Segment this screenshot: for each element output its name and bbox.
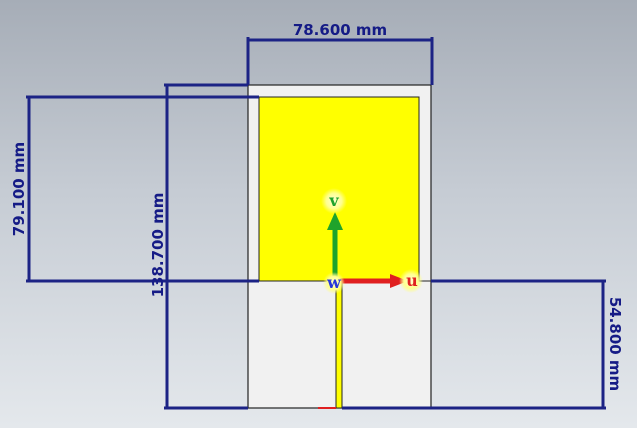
dimension-board-height-label: 138.700 mm [149, 193, 167, 298]
dimension-ground-height-label: 54.800 mm [606, 297, 624, 391]
dimension-width-label: 78.600 mm [293, 21, 387, 39]
dimension-patch-height-label: 79.100 mm [10, 142, 28, 236]
dimension-ground-height [342, 279, 606, 410]
dimension-board-height [164, 83, 248, 410]
v-axis-arrowhead [327, 212, 343, 230]
v-axis-label: v [328, 191, 339, 210]
w-axis-label: w [326, 273, 342, 292]
axis-triad: v u w [321, 188, 423, 294]
u-axis-label: u [406, 271, 418, 290]
dimension-width [246, 37, 434, 85]
dimension-patch-height [26, 95, 259, 283]
feed-line [335, 280, 343, 409]
